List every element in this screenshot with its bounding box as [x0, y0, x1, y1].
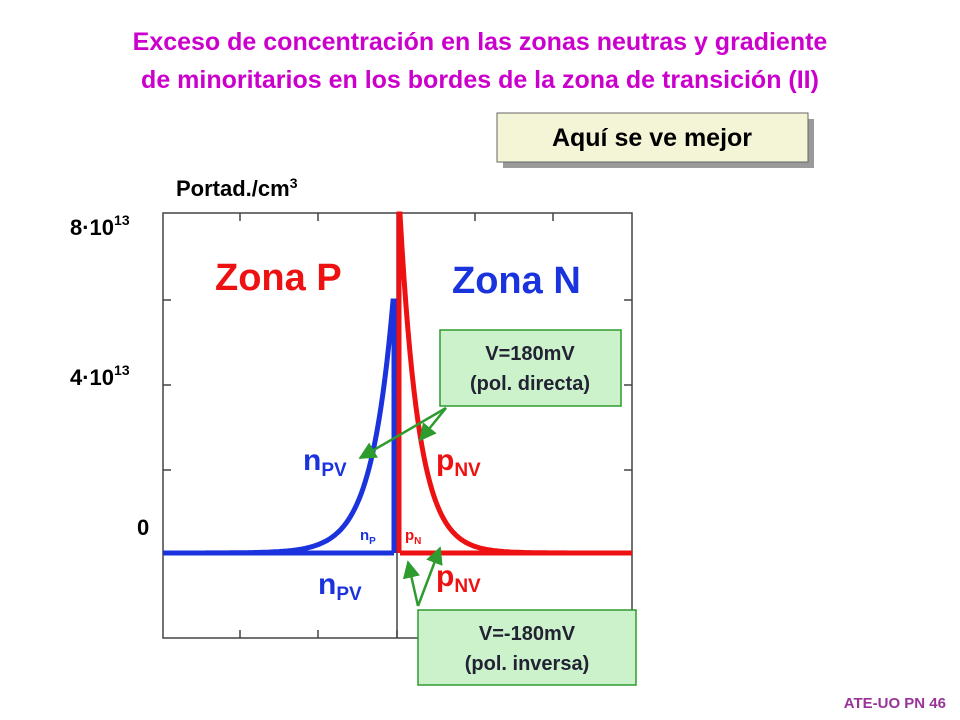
title-line: de minoritarios en los bordes de la zona… [141, 66, 819, 94]
axis-label-sup: 3 [290, 175, 298, 191]
label-main: n [318, 568, 336, 601]
curve-label: nPV [303, 444, 347, 481]
footer: ATE-UO PN 46 [844, 695, 946, 712]
zone-label: Zona P [215, 257, 342, 299]
curve-forward-n [163, 298, 397, 556]
arrows [358, 406, 447, 607]
label-sub: PV [336, 584, 362, 605]
curve-label: nPV [318, 568, 362, 605]
tick-exp: 13 [114, 362, 130, 378]
tick-base: 8·10 [70, 215, 114, 240]
note-line: (pol. directa) [470, 373, 590, 395]
title-line: Exceso de concentración en las zonas neu… [133, 28, 828, 56]
curve-label: pNV [436, 444, 481, 481]
axis-label-text: Portad./cm [176, 176, 290, 201]
note-box [439, 329, 622, 407]
label-main: p [405, 527, 414, 544]
curve-label: pN [405, 527, 421, 547]
tick-base: 4·10 [70, 365, 114, 390]
note-box [417, 609, 637, 686]
label-sub: P [369, 536, 376, 547]
label-main: p [436, 560, 454, 593]
label-sub: N [414, 536, 421, 547]
y-tick-label: 8·1013 [70, 212, 130, 240]
label-sub: NV [454, 576, 481, 597]
label-sub: NV [454, 460, 481, 481]
curve-forward-p [396, 211, 632, 556]
label-main: p [436, 444, 454, 477]
label-sub: PV [321, 460, 347, 481]
y-tick-label: 4·1013 [70, 362, 130, 390]
curve-label: nP [360, 527, 376, 547]
note-line: V=180mV [485, 343, 575, 365]
note-line: (pol. inversa) [465, 653, 589, 675]
y-tick-label: 0 [137, 515, 149, 540]
label-main: n [360, 527, 369, 544]
note-line: V=-180mV [479, 623, 576, 645]
button[interactable] [496, 112, 809, 163]
label-main: n [303, 444, 321, 477]
button-label[interactable]: Aquí se ve mejor [552, 124, 752, 152]
tick-exp: 13 [114, 212, 130, 228]
zone-label: Zona N [452, 260, 581, 302]
axis-label: Portad./cm3 [176, 175, 298, 201]
curve-label: pNV [436, 560, 481, 597]
